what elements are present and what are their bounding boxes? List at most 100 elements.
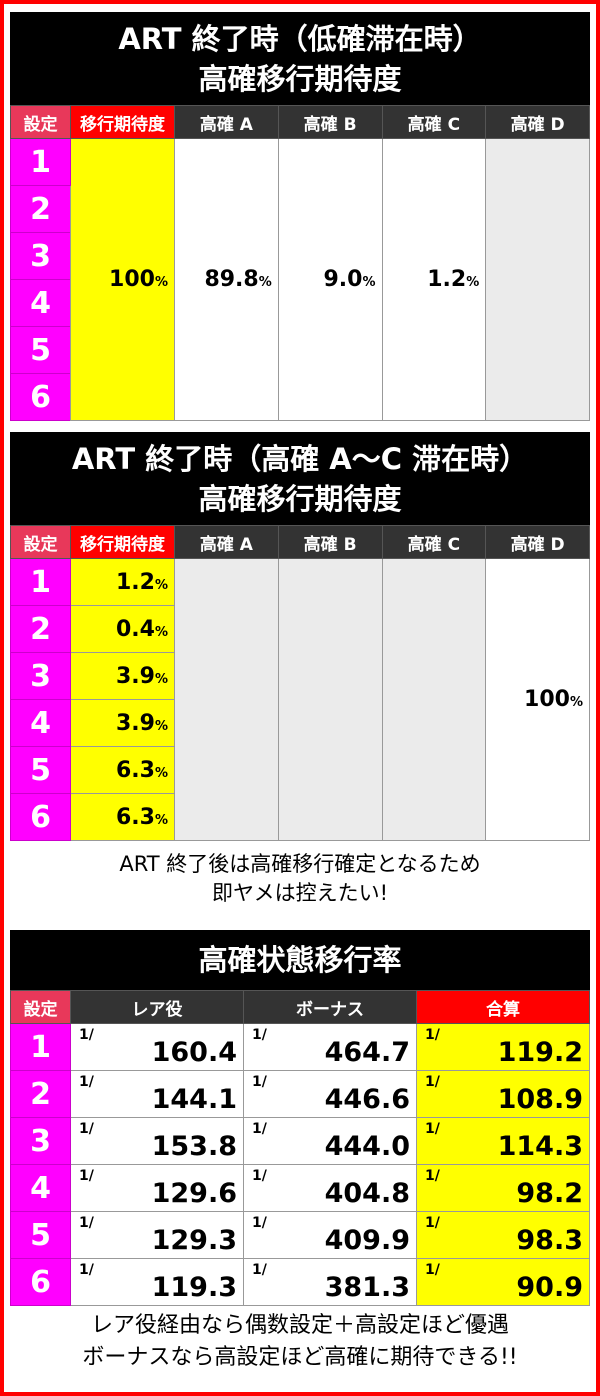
bonus-cell: 1/464.7 [243,1023,417,1071]
fraction-prefix: 1/ [425,1027,440,1043]
total-cell: 1/90.9 [416,1258,590,1306]
total-value: 90.9 [516,1272,583,1303]
value: 100 [109,267,155,292]
section-transition-rate: 高確状態移行率 設定 レア役 ボーナス 合算 1 1/160.4 1/464.7 1/… [10,930,590,1306]
expectation-cell: 6.3% [70,746,175,794]
header-c: 高確 C [381,525,487,559]
fraction-prefix: 1/ [252,1215,267,1231]
setting-cell: 4 [10,699,71,747]
note-line2: ボーナスなら高設定ほど高確に期待できる!! [82,1345,518,1370]
section-low-state: ART 終了時（低確滞在時） 高確移行期待度 設定 移行期待度 高確 A 高確 … [10,12,590,421]
unit: % [154,718,168,734]
value: 0.4 [115,616,155,642]
header-a: 高確 A [174,525,279,559]
unit: % [569,695,583,710]
c-cell: 1.2% [381,138,487,421]
value: 6.3 [115,804,155,830]
value: 3.9 [115,710,155,736]
rare-cell: 1/160.4 [70,1023,244,1071]
total-value: 119.2 [497,1037,583,1068]
fraction-prefix: 1/ [252,1168,267,1184]
fraction-prefix: 1/ [425,1074,440,1090]
value: 3.9 [115,663,155,689]
title-line2: 高確移行期待度 [198,62,402,96]
rare-value: 119.3 [151,1272,237,1303]
setting-cell: 2 [10,605,71,653]
setting-cell: 6 [10,793,71,841]
fraction-prefix: 1/ [252,1262,267,1278]
value: 9.0 [323,267,363,292]
c-cell [381,558,487,841]
section-title: 高確状態移行率 [10,930,590,990]
expectation-cell: 1.2% [70,558,175,606]
total-value: 98.2 [516,1178,583,1209]
setting-cell: 3 [10,652,71,700]
setting-cell: 4 [10,279,71,327]
unit: % [258,275,272,290]
unit: % [154,577,168,593]
total-cell: 1/108.9 [416,1070,590,1118]
total-value: 114.3 [497,1131,583,1162]
bonus-cell: 1/446.6 [243,1070,417,1118]
unit: % [154,765,168,781]
rare-value: 160.4 [151,1037,237,1068]
rare-cell: 1/119.3 [70,1258,244,1306]
title-line1: ART 終了時（高確 A〜C 滞在時） [71,442,529,476]
rare-value: 144.1 [151,1084,237,1115]
header-d: 高確 D [485,525,590,559]
value: 1.2 [115,569,155,595]
setting-cell: 4 [10,1164,71,1212]
fraction-prefix: 1/ [252,1121,267,1137]
setting-cell: 3 [10,232,71,280]
high-state-table: 設定 移行期待度 高確 A 高確 B 高確 C 高確 D 1 1.2% 100%… [10,525,590,841]
header-b: 高確 B [277,525,383,559]
note-art-end: ART 終了後は高確移行確定となるため 即ヤメは控えたい! [0,850,600,908]
rare-cell: 1/144.1 [70,1070,244,1118]
bonus-cell: 1/444.0 [243,1117,417,1165]
header-total: 合算 [416,990,590,1024]
total-cell: 1/98.3 [416,1211,590,1259]
value: 6.3 [115,757,155,783]
total-cell: 1/114.3 [416,1117,590,1165]
setting-cell: 3 [10,1117,71,1165]
unit: % [154,671,168,687]
expectation-cell: 100% [70,138,175,421]
header-bonus: ボーナス [243,990,417,1024]
table-row: 4 1/129.6 1/404.8 1/98.2 [10,1164,590,1212]
setting-cell: 1 [10,1023,71,1071]
rare-cell: 1/129.6 [70,1164,244,1212]
expectation-cell: 6.3% [70,793,175,841]
expectation-cell: 3.9% [70,699,175,747]
note-line1: ART 終了後は高確移行確定となるため [119,852,481,876]
setting-cell: 1 [10,138,71,186]
setting-cell: 5 [10,1211,71,1259]
bonus-value: 464.7 [324,1037,410,1068]
title-line2: 高確移行期待度 [198,482,402,516]
header-a: 高確 A [174,105,279,139]
low-state-table: 設定 移行期待度 高確 A 高確 B 高確 C 高確 D 1 100% 89.8… [10,105,590,421]
setting-cell: 5 [10,326,71,374]
fraction-prefix: 1/ [425,1262,440,1278]
bonus-value: 446.6 [324,1084,410,1115]
setting-cell: 5 [10,746,71,794]
total-value: 98.3 [516,1225,583,1256]
total-cell: 1/98.2 [416,1164,590,1212]
bonus-cell: 1/381.3 [243,1258,417,1306]
header-expectation: 移行期待度 [70,525,175,559]
fraction-prefix: 1/ [252,1027,267,1043]
header-setting: 設定 [10,990,71,1024]
table-row: 1 1/160.4 1/464.7 1/119.2 [10,1023,590,1071]
fraction-prefix: 1/ [79,1262,94,1278]
value: 89.8 [204,267,259,292]
note-line2: 即ヤメは控えたい! [212,881,388,905]
rare-value: 129.6 [151,1178,237,1209]
header-setting: 設定 [10,525,71,559]
fraction-prefix: 1/ [79,1215,94,1231]
d-cell [485,138,590,421]
fraction-prefix: 1/ [79,1121,94,1137]
unit: % [154,812,168,828]
section-high-state: ART 終了時（高確 A〜C 滞在時） 高確移行期待度 設定 移行期待度 高確 … [10,432,590,841]
setting-cell: 6 [10,373,71,421]
header-c: 高確 C [381,105,487,139]
